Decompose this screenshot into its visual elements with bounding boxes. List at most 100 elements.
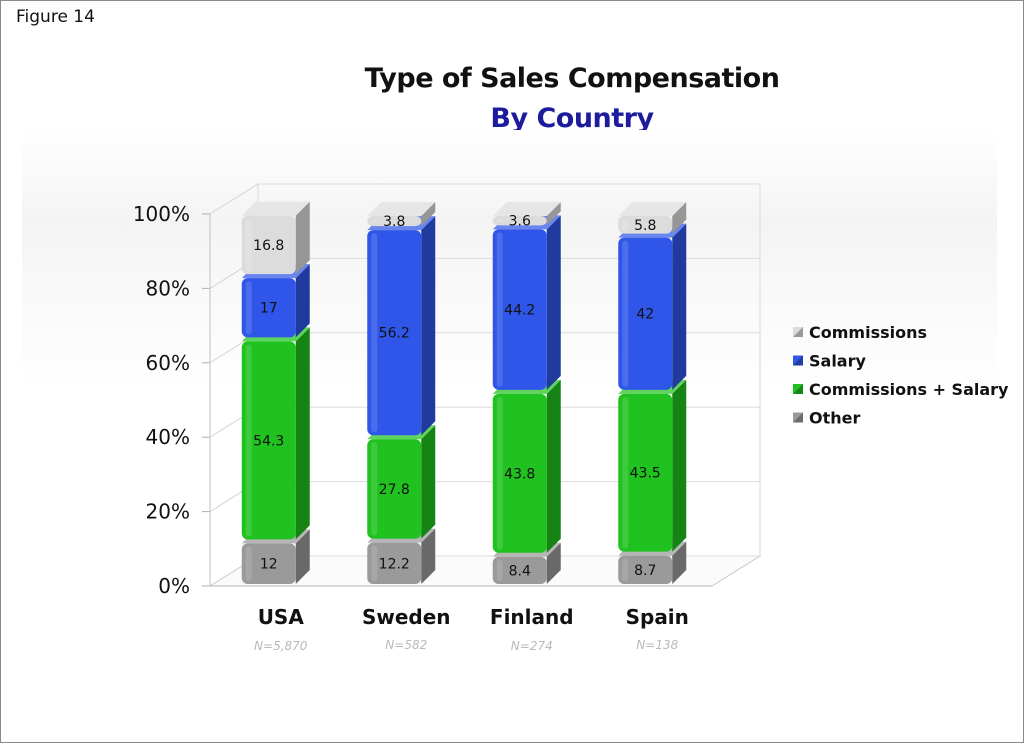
bar-highlight bbox=[496, 219, 503, 223]
bar-segment bbox=[492, 202, 561, 226]
data-label: 3.8 bbox=[383, 214, 405, 230]
bar-side-face bbox=[295, 529, 310, 584]
bar-highlight bbox=[622, 219, 629, 231]
bar-segment bbox=[618, 202, 687, 234]
x-category-label: Spain bbox=[626, 605, 689, 629]
bar-side-face bbox=[546, 215, 561, 390]
bar-side-face bbox=[421, 425, 436, 539]
y-tick-label: 100% bbox=[133, 202, 190, 226]
bar-front-face bbox=[367, 230, 422, 436]
chart-subtitle: By Country bbox=[490, 103, 654, 134]
legend-label: Salary bbox=[809, 352, 866, 371]
data-label: 42 bbox=[636, 307, 654, 323]
bar-highlight bbox=[496, 232, 503, 387]
bar-highlight bbox=[496, 559, 503, 581]
legend-item: Commissions + Salary bbox=[793, 380, 1009, 399]
bar-highlight bbox=[496, 396, 503, 550]
bar-side-face bbox=[672, 202, 687, 234]
bar-highlight bbox=[245, 218, 252, 272]
data-label: 12 bbox=[260, 557, 278, 573]
bar-front-face bbox=[492, 229, 547, 390]
bar-segment bbox=[367, 425, 436, 539]
bar-highlight bbox=[371, 219, 378, 224]
bar-side-face bbox=[295, 264, 310, 338]
legend-label: Commissions + Salary bbox=[809, 380, 1009, 399]
data-label: 16.8 bbox=[253, 238, 284, 254]
bar-side-face bbox=[546, 379, 561, 553]
bar-segment bbox=[367, 202, 436, 227]
bar-top-face bbox=[618, 202, 687, 216]
bar-front-face bbox=[367, 542, 422, 584]
y-tick-label: 40% bbox=[146, 425, 190, 449]
legend-item: Other bbox=[793, 409, 860, 428]
bar-highlight bbox=[622, 240, 629, 387]
bar-highlight bbox=[245, 281, 252, 335]
data-label: 43.8 bbox=[504, 466, 535, 482]
y-tick-label: 0% bbox=[158, 574, 190, 598]
legend-swatch-shade bbox=[793, 355, 803, 366]
bar-side-face bbox=[421, 216, 436, 436]
sample-size-label: N=5,870 bbox=[254, 639, 308, 653]
bar-highlight bbox=[245, 344, 252, 537]
x-category-label: USA bbox=[258, 605, 305, 629]
bar-side-face bbox=[295, 201, 310, 275]
bar-side-face bbox=[421, 528, 436, 584]
data-label: 8.4 bbox=[509, 563, 531, 579]
bar-front-face bbox=[241, 215, 296, 275]
bar-side-face bbox=[672, 541, 687, 584]
bar-segment bbox=[492, 215, 561, 390]
chart-title: Type of Sales Compensation bbox=[364, 63, 780, 94]
bar-highlight bbox=[371, 442, 378, 536]
x-category-label: Sweden bbox=[362, 605, 451, 629]
data-label: 17 bbox=[260, 301, 278, 317]
bar-highlight bbox=[622, 558, 629, 581]
bar-segment bbox=[241, 327, 310, 540]
bar-top-face bbox=[492, 202, 561, 216]
legend-swatch-shade bbox=[793, 384, 803, 394]
legend-label: Commissions bbox=[809, 323, 927, 342]
data-label: 5.8 bbox=[634, 218, 656, 234]
figure-label: Figure 14 bbox=[16, 7, 95, 27]
bar-highlight bbox=[622, 396, 629, 549]
y-tick-label: 80% bbox=[146, 276, 190, 300]
bar-front-face bbox=[367, 216, 422, 227]
data-label: 8.7 bbox=[634, 563, 656, 579]
bar-side-face bbox=[672, 379, 687, 552]
sample-size-label: N=274 bbox=[511, 639, 553, 653]
bar-segment bbox=[241, 201, 310, 275]
data-label: 3.6 bbox=[509, 214, 531, 230]
legend-item: Salary bbox=[793, 352, 866, 371]
data-label: 56.2 bbox=[379, 326, 410, 342]
bar-front-face bbox=[241, 543, 296, 584]
bar-highlight bbox=[371, 545, 378, 581]
bar-front-face bbox=[241, 278, 296, 338]
bar-highlight bbox=[371, 233, 378, 433]
bar-side-face bbox=[546, 202, 561, 226]
bar-front-face bbox=[492, 393, 547, 553]
bar-front-face bbox=[618, 237, 673, 390]
bar-front-face bbox=[492, 556, 547, 584]
legend-swatch-shade bbox=[793, 327, 803, 337]
x-category-label: Finland bbox=[490, 605, 574, 629]
bar-front-face bbox=[492, 216, 547, 226]
data-label: 43.5 bbox=[630, 466, 661, 482]
data-label: 44.2 bbox=[504, 303, 535, 319]
bar-front-face bbox=[241, 341, 296, 540]
bar-highlight bbox=[245, 546, 252, 581]
legend-swatch-shade bbox=[793, 412, 803, 423]
y-tick-label: 60% bbox=[146, 351, 190, 375]
bar-top-face bbox=[241, 201, 310, 216]
data-label: 12.2 bbox=[379, 556, 410, 572]
bar-front-face bbox=[618, 216, 673, 234]
legend-label: Other bbox=[809, 409, 860, 428]
data-label: 54.3 bbox=[253, 433, 284, 449]
bar-segment bbox=[367, 216, 436, 436]
gridline-side bbox=[209, 183, 259, 215]
sample-size-label: N=138 bbox=[636, 638, 678, 652]
legend-item: Commissions bbox=[793, 323, 927, 342]
bar-side-face bbox=[672, 223, 687, 390]
data-label: 27.8 bbox=[379, 482, 410, 498]
bar-side-face bbox=[546, 542, 561, 584]
sample-size-label: N=582 bbox=[385, 638, 427, 652]
